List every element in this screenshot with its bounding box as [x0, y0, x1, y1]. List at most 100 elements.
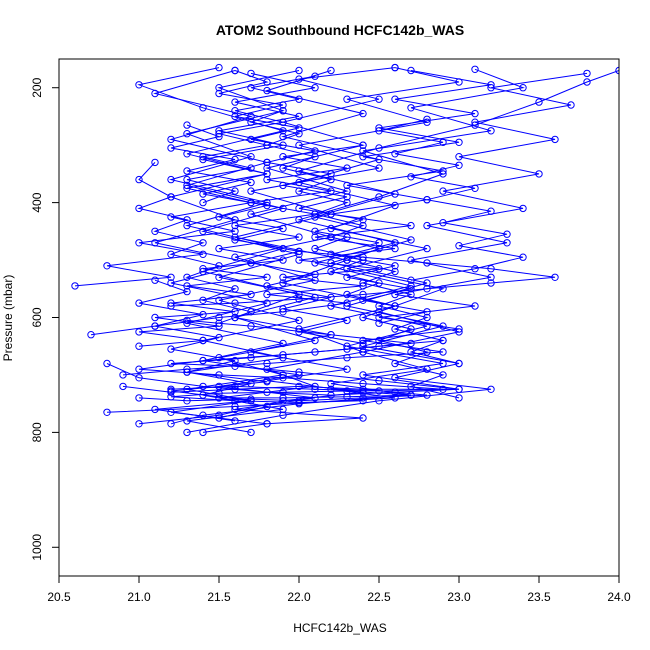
data-point	[407, 391, 415, 399]
data-point	[295, 398, 303, 407]
data-point	[247, 259, 255, 267]
data-point	[407, 173, 415, 181]
data-point	[183, 184, 191, 193]
data-point	[199, 190, 207, 198]
data-point	[295, 233, 303, 241]
data-point	[343, 164, 351, 172]
data-point	[231, 299, 239, 307]
data-point	[343, 187, 351, 195]
data-point	[279, 153, 287, 161]
data-point	[199, 239, 207, 247]
data-point	[327, 170, 335, 178]
data-point	[487, 127, 495, 135]
data-point	[295, 368, 303, 376]
data-point	[359, 371, 367, 379]
data-point	[199, 411, 207, 419]
series-line	[170, 390, 412, 404]
data-point	[247, 210, 255, 218]
data-point	[231, 227, 239, 236]
data-point	[215, 313, 223, 322]
series-17	[135, 158, 255, 327]
data-point	[423, 391, 431, 399]
data-point	[231, 221, 239, 230]
data-point	[167, 135, 175, 144]
data-point	[231, 98, 239, 106]
data-point	[375, 144, 383, 152]
data-layer	[71, 63, 619, 437]
data-point	[439, 348, 447, 356]
data-point	[215, 262, 223, 270]
data-point	[135, 365, 143, 373]
data-point	[375, 193, 383, 201]
data-point	[455, 385, 463, 393]
data-point	[519, 204, 527, 213]
series-line	[378, 118, 524, 281]
series-line	[137, 162, 253, 324]
series-line	[218, 70, 428, 324]
data-point	[375, 127, 383, 135]
data-point	[359, 109, 367, 118]
data-point	[119, 371, 127, 379]
data-point	[295, 75, 303, 83]
data-point	[151, 158, 159, 167]
x-tick-label: 23.0	[447, 590, 471, 604]
data-point	[263, 290, 271, 299]
data-point	[263, 299, 271, 307]
data-point	[423, 221, 431, 230]
series-line	[170, 250, 556, 307]
data-point	[279, 181, 287, 190]
data-point	[167, 388, 175, 396]
data-point	[343, 181, 351, 190]
data-point	[407, 339, 415, 348]
data-point	[311, 385, 319, 393]
data-point	[391, 302, 399, 310]
data-point	[391, 325, 399, 333]
data-point	[423, 348, 431, 356]
data-point	[199, 356, 207, 365]
data-point	[311, 84, 319, 92]
data-point	[439, 219, 447, 227]
y-axis-label: Pressure (mbar)	[1, 275, 15, 362]
data-point	[551, 273, 559, 281]
data-point	[471, 265, 479, 273]
series-line	[74, 72, 316, 287]
data-point	[135, 394, 143, 402]
data-point	[199, 296, 207, 304]
data-point	[487, 385, 495, 393]
y-tick-label: 1000	[30, 534, 44, 561]
data-point	[535, 170, 543, 178]
data-point	[279, 305, 287, 313]
data-point	[183, 428, 191, 437]
data-point	[135, 175, 143, 184]
data-point	[263, 420, 271, 428]
data-point	[167, 302, 175, 310]
data-point	[359, 141, 367, 149]
data-point	[215, 414, 223, 422]
y-tick-label: 600	[30, 307, 44, 327]
data-point	[215, 244, 223, 253]
data-point	[295, 112, 303, 121]
series-line	[138, 319, 444, 392]
data-point	[439, 336, 447, 345]
data-point	[359, 253, 367, 261]
data-point	[519, 84, 527, 92]
data-point	[551, 135, 559, 144]
data-point	[183, 273, 191, 281]
data-point	[167, 420, 175, 428]
data-point	[183, 175, 191, 184]
data-point	[167, 250, 175, 259]
data-point	[167, 273, 175, 281]
data-point	[391, 95, 399, 103]
data-point	[311, 147, 319, 155]
data-point	[343, 365, 351, 373]
data-point	[151, 405, 159, 414]
data-point	[343, 233, 351, 241]
data-point	[199, 250, 207, 259]
data-point	[215, 63, 223, 72]
series-9	[119, 69, 591, 379]
data-point	[183, 319, 191, 327]
data-point	[423, 279, 431, 287]
data-point	[423, 196, 431, 204]
data-point	[375, 377, 383, 385]
data-point	[135, 420, 143, 428]
